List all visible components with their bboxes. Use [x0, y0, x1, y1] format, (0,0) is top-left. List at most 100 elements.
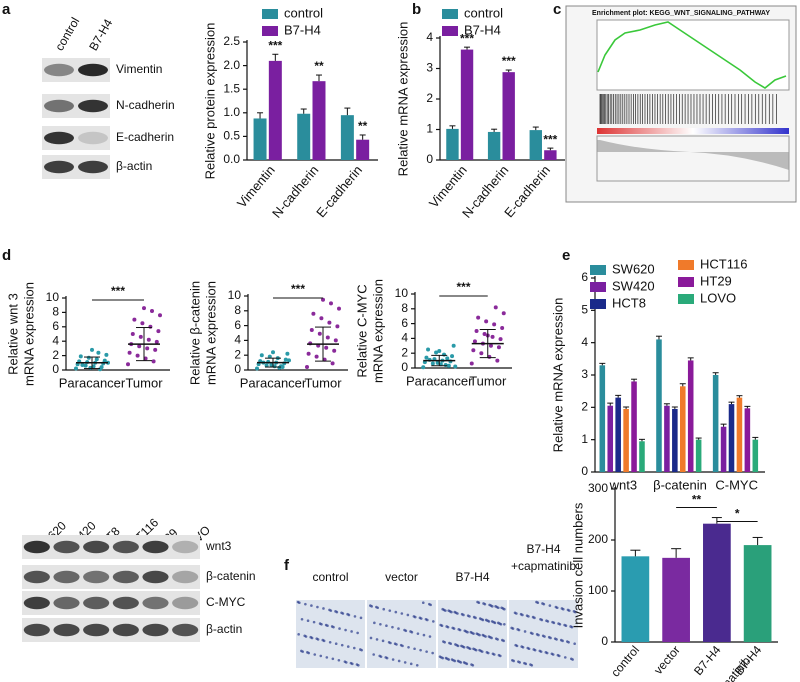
dot: [314, 354, 319, 359]
bar: [664, 405, 670, 472]
cell: [300, 617, 304, 621]
y-axis-label: mRNA expression: [203, 281, 218, 385]
dot: [472, 339, 477, 344]
cell: [484, 635, 487, 638]
bar: [703, 523, 731, 642]
y-tick-label: 200: [588, 532, 608, 546]
dot: [80, 362, 85, 367]
cell: [561, 639, 564, 643]
legend-swatch: [590, 265, 606, 275]
cell: [503, 607, 506, 611]
blot-band: [23, 540, 50, 554]
bar: [446, 128, 459, 160]
cell: [486, 651, 490, 655]
cell: [310, 636, 314, 640]
blot-membrane: [22, 591, 200, 615]
significance: ***: [543, 132, 557, 146]
cell: [444, 609, 447, 612]
bar: [695, 439, 702, 472]
cell: [480, 650, 484, 653]
x-tick-label: wnt3: [609, 477, 637, 492]
blot-band: [53, 596, 80, 610]
cell: [322, 607, 325, 610]
dot: [305, 365, 309, 370]
y-tick-label: 6: [401, 316, 408, 330]
x-tick-label: β-catenin: [653, 477, 707, 492]
blot-band: [83, 623, 110, 637]
dot: [148, 324, 153, 329]
dot: [137, 344, 142, 349]
cell: [415, 663, 419, 667]
cell: [512, 659, 515, 663]
cell: [403, 661, 407, 664]
cell: [332, 625, 335, 629]
significance: *: [735, 507, 740, 521]
cell: [567, 609, 571, 612]
y-tick-label: 0: [401, 360, 408, 374]
x-tick-label: Vimentin: [426, 162, 470, 210]
cell: [406, 613, 410, 617]
bar: [297, 113, 311, 160]
dot: [143, 356, 148, 361]
dot: [104, 352, 109, 357]
panel-letter: b: [412, 1, 421, 18]
bar: [460, 49, 474, 161]
y-tick-label: 300: [588, 481, 608, 495]
cell: [400, 612, 404, 615]
significance: ***: [291, 282, 305, 296]
dot: [146, 337, 151, 342]
cell: [530, 663, 534, 667]
y-tick-label: 4: [581, 335, 588, 349]
cell: [301, 650, 304, 653]
cell: [453, 659, 457, 663]
cell: [539, 650, 543, 653]
y-tick-label: 2: [52, 348, 59, 362]
y-tick-label: 8: [52, 305, 59, 319]
cell: [527, 615, 530, 618]
legend-label: HT29: [700, 273, 732, 288]
dot: [330, 361, 335, 366]
y-tick-label: 8: [234, 303, 241, 317]
cell: [346, 645, 350, 648]
legend-label: control: [464, 5, 503, 20]
cell: [326, 624, 329, 628]
cell: [322, 639, 326, 643]
y-tick-label: 6: [52, 319, 59, 333]
blot-band: [78, 131, 108, 145]
y-tick-label: 3: [581, 367, 588, 381]
dot: [78, 354, 83, 359]
x-tick-label: Tumor: [125, 375, 163, 390]
cell: [338, 627, 341, 630]
blot-band-label: C-MYC: [206, 595, 246, 609]
cell: [456, 612, 459, 615]
dot: [445, 356, 450, 361]
cell: [419, 648, 422, 652]
gsea-metric-frame: [596, 135, 790, 182]
dot: [332, 348, 337, 353]
blot-band: [53, 623, 80, 637]
blot-band: [23, 570, 50, 584]
cell: [359, 616, 363, 620]
cell: [404, 629, 408, 633]
bar: [607, 405, 614, 472]
dot: [98, 367, 102, 372]
cell: [413, 615, 417, 619]
cell: [496, 638, 499, 641]
blot-band: [83, 596, 110, 610]
panel-letter: f: [284, 557, 290, 574]
cell: [382, 607, 386, 611]
dot: [446, 363, 451, 368]
cell: [360, 648, 363, 652]
bar: [736, 397, 743, 472]
micrograph: [509, 600, 578, 668]
cell: [502, 639, 505, 643]
blot-band: [172, 540, 199, 554]
dot: [482, 331, 487, 336]
dot: [91, 364, 96, 369]
bar: [712, 375, 719, 472]
y-axis-label: Relative β-catenin: [187, 281, 202, 385]
dot: [476, 315, 481, 320]
cell: [375, 638, 379, 641]
cell: [344, 628, 347, 632]
dot: [434, 350, 439, 355]
